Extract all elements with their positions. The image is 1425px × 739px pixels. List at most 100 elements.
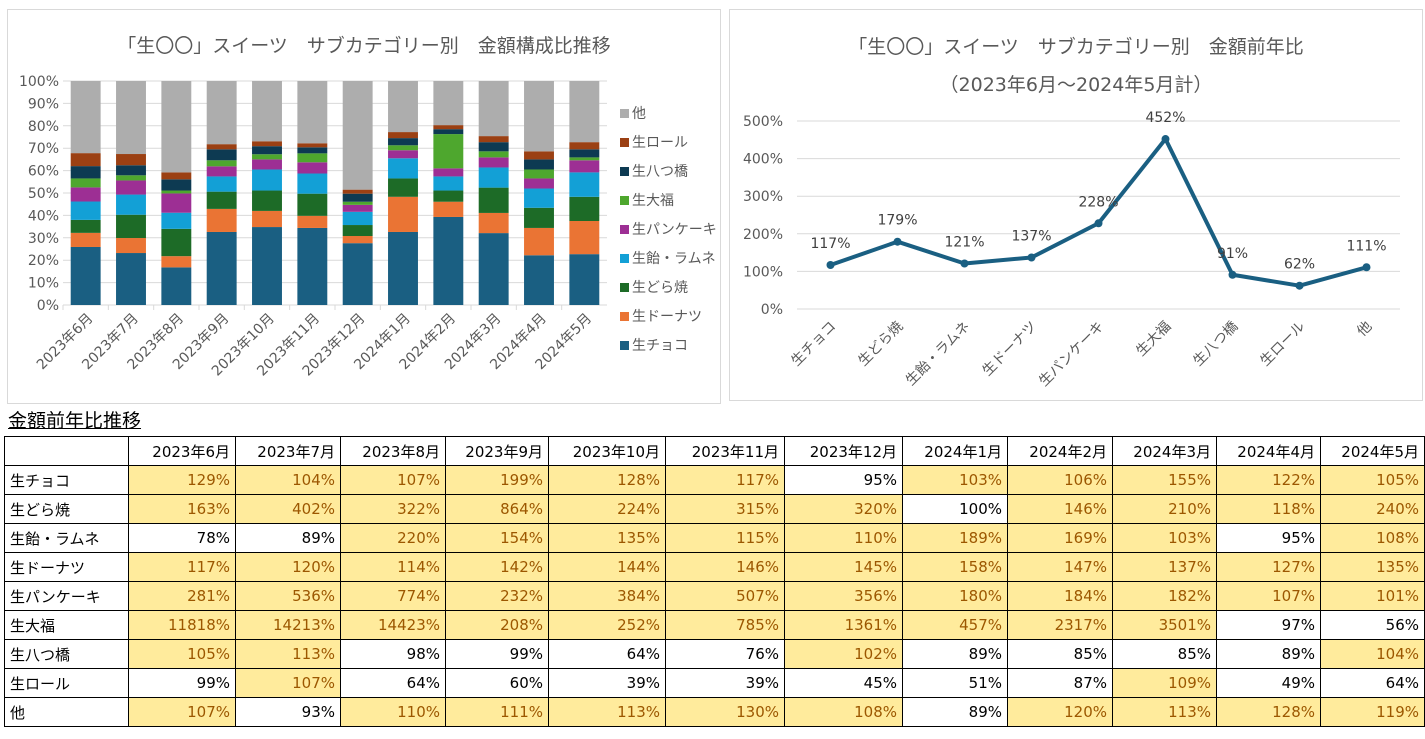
table-cell: 128% <box>1216 697 1321 727</box>
data-label: 111% <box>1346 238 1386 254</box>
bar-segment <box>388 81 418 133</box>
column-header: 2024年3月 <box>1112 436 1217 466</box>
table-row: 生飴・ラムネ 78% 89% 220% 154% 135% 115% 110% 189% 169%… <box>4 523 1425 553</box>
table-cell: 232% <box>445 581 549 611</box>
bar-segment <box>524 151 554 160</box>
legend-swatch <box>620 283 629 292</box>
table-row: 生ドーナツ 117% 120% 114% 142% 144% 146% 145% 158% 147… <box>4 552 1425 582</box>
bar-segment <box>478 81 509 137</box>
table-cell: 158% <box>902 552 1008 582</box>
data-point <box>1228 270 1237 279</box>
table-cell: 87% <box>1007 668 1113 698</box>
table-row: 生大福 11818% 14213% 14423% 208% 252% 785% 1361% 45… <box>4 610 1425 640</box>
yoy-chart-title: 「生〇〇」スイーツ サブカテゴリー別 金額前年比 <box>848 36 1304 58</box>
y-tick-label: 40% <box>28 208 59 224</box>
table-cell: 864% <box>445 494 549 524</box>
table-cell: 220% <box>340 523 446 553</box>
bar-segment <box>569 160 600 173</box>
bar-segment <box>388 196 418 232</box>
table-cell: 2317% <box>1007 610 1113 640</box>
table-cell: 89% <box>235 523 341 553</box>
row-label: 生ドーナツ <box>4 552 129 582</box>
table-cell: 184% <box>1007 581 1113 611</box>
legend-swatch <box>620 138 629 147</box>
yoy-chart-subtitle: （2023年6月～2024年5月計） <box>939 74 1213 96</box>
table-cell: 64% <box>340 668 446 698</box>
bar-segment <box>116 81 146 155</box>
x-tick-label: 生どら焼 <box>855 319 906 370</box>
bar-segment <box>478 212 509 234</box>
legend-swatch <box>620 341 629 350</box>
table-cell: 106% <box>1007 465 1113 495</box>
bar-segment <box>70 153 101 167</box>
bar-segment <box>388 138 418 146</box>
row-label: 生ロール <box>4 668 129 698</box>
row-label: 生どら焼 <box>4 494 129 524</box>
bar-segment <box>206 208 237 232</box>
table-cell: 130% <box>665 697 785 727</box>
bar-segment <box>161 172 192 180</box>
table-cell: 142% <box>445 552 549 582</box>
table-cell: 154% <box>445 523 549 553</box>
table-cell: 281% <box>128 581 236 611</box>
column-header: 2024年4月 <box>1216 436 1321 466</box>
bar-segment <box>70 166 101 179</box>
table-cell: 89% <box>1216 639 1321 669</box>
bar-segment <box>569 149 600 158</box>
table-cell: 119% <box>1320 697 1425 727</box>
legend-label: 生飴・ラムネ <box>632 250 716 267</box>
x-tick-label: 他 <box>1354 319 1375 340</box>
table-cell: 99% <box>128 668 236 698</box>
table-cell: 507% <box>665 581 785 611</box>
table-cell: 89% <box>902 639 1008 669</box>
legend-swatch <box>620 225 629 234</box>
legend-label: 生大福 <box>632 193 674 209</box>
bar-segment <box>161 81 192 173</box>
table-row: 生パンケーキ 281% 536% 774% 232% 384% 507% 356% 180% 18… <box>4 581 1425 611</box>
table-cell: 103% <box>902 465 1008 495</box>
data-label: 452% <box>1145 110 1185 126</box>
table-cell: 384% <box>548 581 666 611</box>
table-cell: 56% <box>1320 610 1425 640</box>
y-tick-label: 200% <box>743 227 783 243</box>
bar-segment <box>206 166 237 177</box>
bar-segment <box>161 267 192 305</box>
column-header: 2023年11月 <box>665 436 785 466</box>
bar-segment <box>206 231 237 305</box>
table-cell: 64% <box>1320 668 1425 698</box>
table-cell: 107% <box>1216 581 1321 611</box>
legend-swatch <box>620 254 629 263</box>
bar-segment <box>569 142 600 150</box>
table-cell: 536% <box>235 581 341 611</box>
bar-segment <box>116 180 146 195</box>
table-cell: 89% <box>902 697 1008 727</box>
table-cell: 208% <box>445 610 549 640</box>
table-cell: 39% <box>665 668 785 698</box>
table-cell: 457% <box>902 610 1008 640</box>
bar-segment <box>297 153 328 163</box>
table-cell: 60% <box>445 668 549 698</box>
bar-segment <box>342 236 373 244</box>
yoy-chart-svg: 0% 100% 200% 300% 400% 500% 117% 生チョコ 179% 生どら焼 12… <box>743 110 1400 390</box>
table-cell: 51% <box>902 668 1008 698</box>
bar-segment <box>433 216 464 305</box>
table-cell: 76% <box>665 639 785 669</box>
bar-segment <box>569 172 600 197</box>
table-cell: 105% <box>1320 465 1425 495</box>
bar-segment <box>252 210 282 228</box>
bar-segment <box>524 188 554 208</box>
legend-swatch <box>620 312 629 321</box>
bar-segment <box>388 132 418 139</box>
bar-segment <box>116 194 146 215</box>
table-cell: 100% <box>902 494 1008 524</box>
bar-segment <box>116 165 146 176</box>
bar-segment <box>478 233 509 305</box>
y-tick-label: 60% <box>28 164 59 180</box>
table-cell: 356% <box>784 581 903 611</box>
y-tick-label: 10% <box>28 276 59 292</box>
table-cell: 11818% <box>128 610 236 640</box>
bar-segment <box>161 190 192 194</box>
table-cell: 49% <box>1216 668 1321 698</box>
bar-segment <box>70 232 101 247</box>
bar-segment <box>252 81 282 142</box>
